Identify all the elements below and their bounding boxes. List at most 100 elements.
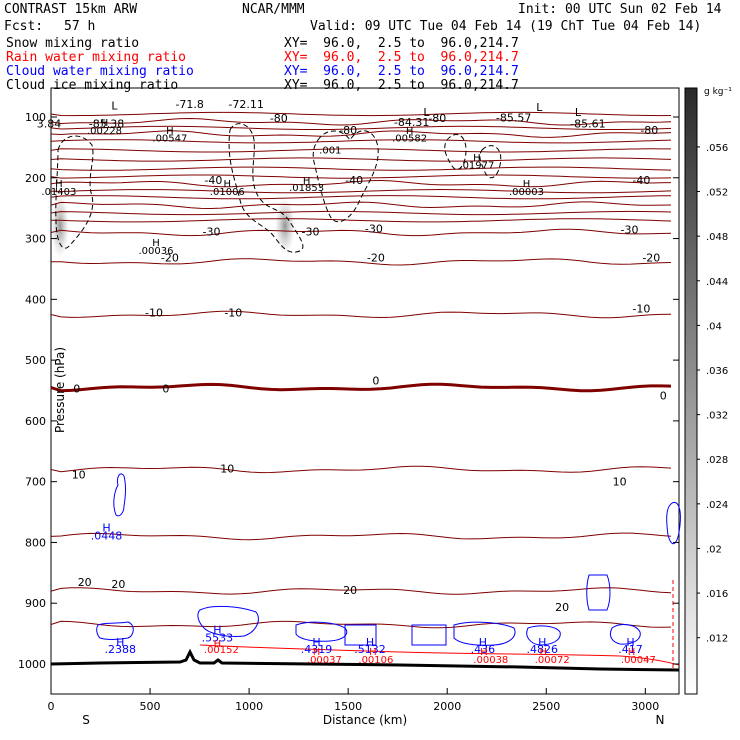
cloud-water-label: H: [116, 636, 124, 649]
field-xy-cloud-ice: XY= 96.0, 2.5 to 96.0,214.7: [284, 78, 519, 93]
south-label: S: [82, 713, 90, 727]
cloud-water-label: .4319: [301, 643, 333, 656]
snow-label: .01403: [41, 187, 76, 198]
temperature-label: -10: [145, 306, 163, 319]
temperature-contour: [50, 117, 672, 126]
snow-label: H: [166, 126, 174, 137]
x-tick-label: 2000: [433, 700, 461, 713]
temperature-contour: [50, 532, 672, 541]
forecast-label: Fcst:: [4, 19, 44, 34]
x-axis-label: Distance (km): [323, 713, 407, 727]
cloud-water-contour: [586, 574, 611, 611]
temperature-extremum-label: -71.8: [175, 98, 203, 111]
cloud-water-contour: [96, 621, 134, 640]
snow-contour: [444, 134, 467, 170]
terrain-line: [50, 648, 680, 672]
colorbar-tick-label: .016: [706, 589, 728, 600]
temperature-extremum-label: L: [575, 106, 582, 119]
snow-label: .00003: [509, 187, 544, 198]
y-tick-label: 100: [25, 111, 46, 124]
org-label: NCAR/MMM: [242, 2, 305, 17]
rain-water-label: H: [313, 647, 321, 658]
north-label: N: [656, 713, 665, 727]
rain-water-label: .00106: [358, 655, 393, 666]
cloud-water-contour: [453, 621, 516, 646]
temperature-label: 20: [111, 578, 125, 591]
y-tick-label: 600: [25, 415, 46, 428]
cloud-water-contour: [344, 624, 377, 646]
cloud-water-label: .436: [471, 643, 496, 656]
cloud-water-label: H: [213, 624, 221, 637]
cloud-water-label: .5132: [354, 643, 386, 656]
rain-water-label: H: [540, 647, 548, 658]
snow-label: .00228: [87, 126, 122, 137]
temperature-contour: [50, 201, 672, 210]
temperature-extremum-label: -85.61: [570, 117, 605, 130]
temperature-label: 20: [78, 576, 92, 589]
model-title: CONTRAST 15km ARW: [4, 2, 138, 17]
temperature-label: 20: [555, 601, 569, 614]
temperature-label: -30: [621, 224, 639, 237]
rain-water-label: H: [214, 639, 222, 650]
colorbar: [684, 87, 698, 695]
temperature-extremum-label: L: [536, 101, 543, 114]
rain-water-label: .00037: [307, 655, 342, 666]
y-tick-label: 500: [25, 354, 46, 367]
temperature-contour: [51, 218, 672, 223]
temperature-label: -30: [203, 226, 221, 239]
temperature-label: 0: [162, 382, 169, 395]
colorbar-tick-label: .044: [706, 277, 728, 288]
temperature-extremum-label: -84.31: [394, 116, 429, 129]
temperature-label: -40: [345, 174, 363, 187]
rain-water-label: .00047: [621, 655, 656, 666]
rain-water-contour: [199, 644, 680, 666]
temperature-extremum-label: L: [111, 100, 118, 113]
snow-label: .01006: [210, 187, 245, 198]
cloud-water-label: .4826: [527, 643, 559, 656]
colorbar-tick-label: .012: [706, 634, 728, 645]
temperature-label: -80: [270, 112, 288, 125]
temperature-label: -80: [640, 124, 658, 137]
x-tick-label: 0: [48, 700, 55, 713]
temperature-contour: [50, 174, 672, 179]
cloud-water-label: .0448: [91, 529, 123, 542]
temperature-contour: [50, 148, 671, 153]
x-tick-label: 1500: [334, 700, 362, 713]
cloud-water-contour: [411, 624, 447, 646]
colorbar-tick-label: .024: [706, 500, 728, 511]
colorbar-tick-label: .052: [706, 188, 728, 199]
field-name-cloud-ice: Cloud ice mixing ratio: [6, 78, 179, 93]
cloud-water-contour: [197, 605, 259, 637]
snow-label: .00582: [392, 133, 427, 144]
temperature-label: 10: [613, 475, 627, 488]
snow-label: H: [55, 179, 63, 190]
colorbar-tick-label: .028: [706, 455, 728, 466]
cloud-water-label: .5533: [202, 632, 234, 645]
field-xy-rain: XY= 96.0, 2.5 to 96.0,214.7: [284, 50, 519, 65]
temperature-contour: [50, 125, 672, 130]
temperature-label: 20: [343, 584, 357, 597]
colorbar-tick-label: .04: [706, 321, 722, 332]
temperature-label: 0: [372, 374, 379, 387]
y-tick-label: 400: [25, 293, 46, 306]
snow-label: .001: [319, 146, 341, 157]
snow-label: H: [152, 238, 160, 249]
temperature-contour: [50, 166, 672, 171]
temperature-extremum-label: -72.11: [228, 98, 263, 111]
y-tick-label: 1000: [18, 658, 46, 671]
temperature-extremum-label: L: [423, 106, 430, 119]
temperature-label: -20: [367, 252, 385, 265]
temperature-label: -20: [161, 252, 179, 265]
cloud-water-contour: [609, 624, 641, 645]
snow-label: .01977: [459, 161, 494, 172]
temperature-contour: [50, 139, 672, 144]
rain-water-label: .00152: [204, 645, 239, 656]
temperature-extremum-label: -85.57: [496, 111, 531, 124]
cloud-water-contour: [113, 473, 126, 517]
rain-water-label: H: [628, 647, 636, 658]
snow-contour: [55, 135, 94, 249]
snow-contour: [312, 130, 379, 223]
x-tick-label: 3000: [631, 700, 659, 713]
x-tick-label: 2500: [532, 700, 560, 713]
field-xy-cloud-water: XY= 96.0, 2.5 to 96.0,214.7: [284, 64, 519, 79]
